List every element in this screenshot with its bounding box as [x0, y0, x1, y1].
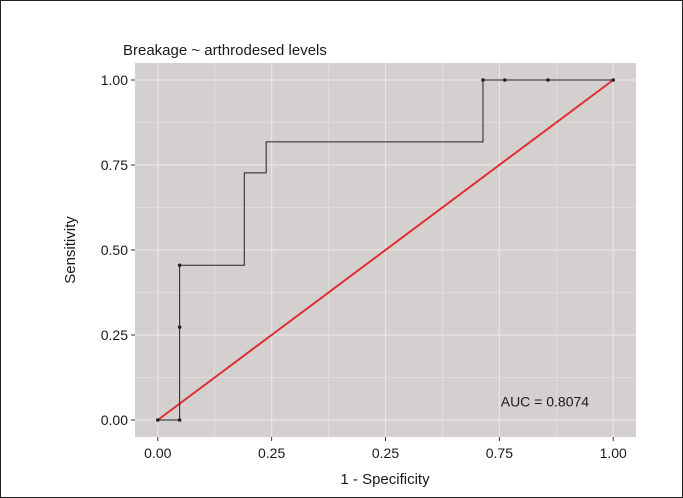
y-tick-label: 0.00: [101, 412, 128, 428]
roc-point: [503, 78, 507, 82]
x-axis-label: 1 - Specificity: [340, 471, 430, 488]
roc-point: [178, 325, 182, 329]
y-axis-label: Sensitivity: [62, 216, 79, 284]
auc-annotation: AUC = 0.8074: [501, 393, 590, 409]
x-tick-label: 0.25: [258, 445, 285, 461]
roc-point: [156, 418, 160, 422]
roc-point: [178, 264, 182, 268]
chart-title: Breakage ~ arthrodesed levels: [123, 42, 327, 59]
roc-point: [611, 78, 615, 82]
y-tick-label: 0.50: [101, 242, 128, 258]
y-tick-label: 0.75: [101, 157, 128, 173]
x-tick-label: 0.00: [144, 445, 171, 461]
roc-point: [481, 78, 485, 82]
roc-point: [546, 78, 550, 82]
roc-point: [178, 418, 182, 422]
x-tick-label: 0.25: [372, 445, 399, 461]
y-tick-label: 1.00: [101, 72, 128, 88]
y-tick-label: 0.25: [101, 327, 128, 343]
x-tick-label: 1.00: [600, 445, 627, 461]
x-tick-label: 0.75: [486, 445, 513, 461]
